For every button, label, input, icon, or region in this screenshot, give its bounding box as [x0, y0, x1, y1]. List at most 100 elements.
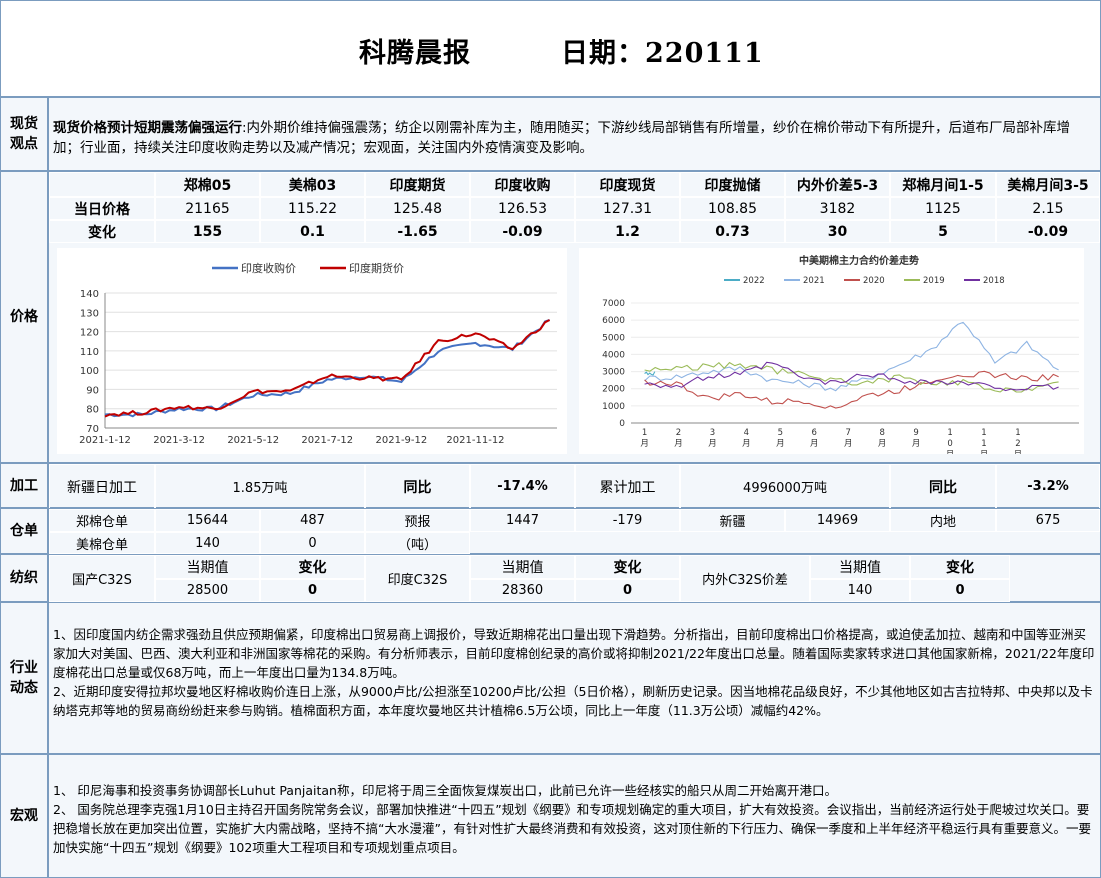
nd-warehouse-value: 675: [996, 509, 1100, 532]
x-tick-label: 2021-5-12: [227, 435, 279, 446]
india-price-chart: 印度收购价 印度期货价 70 80 90 100 110 120 130 140 2021-1-12…: [57, 248, 567, 454]
svg-text:月: 月: [980, 450, 989, 454]
x-tick-label: 2021-7-12: [301, 435, 353, 446]
textile-chg-label-3: 变化: [910, 555, 1010, 579]
y-tick-label: 2000: [602, 385, 625, 395]
svg-text:月: 月: [776, 439, 785, 449]
cn-us-spread-chart: 中美期棉主力合约价差走势 2022 2021 2020 2019 2018 0 1000 200…: [579, 248, 1084, 460]
svg-text:月: 月: [844, 439, 853, 449]
legend-label-2: 2020: [863, 276, 885, 286]
svg-text:月: 月: [810, 439, 819, 449]
xj-yoy-label: 同比: [365, 464, 470, 509]
section-label-textile: 纺织: [0, 554, 48, 602]
y-tick-label: 7000: [602, 299, 625, 309]
textile-chg-label-2: 变化: [575, 555, 680, 579]
svg-text:月: 月: [878, 439, 887, 449]
svg-text:月: 月: [708, 439, 717, 449]
y-tick-label: 70: [86, 424, 99, 435]
svg-text:3: 3: [710, 428, 715, 438]
series-line-0: [104, 319, 550, 418]
price-row-label-change: 变化: [49, 220, 155, 243]
zm-warehouse-value: 15644: [155, 509, 260, 532]
series-line-0: [644, 371, 656, 376]
price-col-header: 印度抛储: [680, 172, 785, 197]
mm-warehouse-change: 0: [260, 532, 365, 554]
textile-cur-label-1: 当期值: [155, 555, 260, 579]
y-tick-label: 80: [86, 405, 99, 416]
legend-label-1: 2021: [803, 276, 825, 286]
textile-chg-label-1: 变化: [260, 555, 365, 579]
price-panel: 郑棉05 21165 155 美棉03 115.22 0.1 印度期货 125.48 -1.65…: [48, 171, 1101, 463]
industry-panel: 1、因印度国内纺企需求强劲且供应预期偏紧，印度棉出口贸易商上调报价，导致近期棉花…: [48, 602, 1101, 754]
forecast-change: -179: [575, 509, 680, 532]
total-yoy-value: -3.2%: [996, 464, 1100, 509]
svg-text:1: 1: [981, 439, 986, 449]
price-col-header: 美棉月间3-5: [996, 172, 1100, 197]
series-line-3: [644, 361, 1059, 393]
spot-view-text: :内外期价维持偏强震荡；纺企以刚需补库为主，随用随买；下游纱线局部销售有所增量，…: [53, 120, 1071, 156]
forecast-value: 1447: [470, 509, 575, 532]
price-table-corner: [49, 172, 155, 197]
total-process-value: 4996000万吨: [680, 464, 890, 509]
legend-label-0: 印度收购价: [241, 261, 296, 275]
x-tick-label: 6月: [810, 428, 819, 449]
price-change-cell: -0.09: [996, 220, 1100, 243]
textile-value-spread: 140: [810, 579, 910, 602]
svg-text:月: 月: [640, 439, 649, 449]
price-current-cell: 126.53: [470, 197, 575, 220]
xj-process-label: 新疆日加工: [49, 464, 155, 509]
x-tick-label: 9月: [912, 428, 921, 449]
series-line-1: [104, 319, 551, 418]
svg-text:4: 4: [744, 428, 749, 438]
zm-warehouse-label: 郑棉仓单: [49, 509, 155, 532]
total-process-label: 累计加工: [575, 464, 680, 509]
spot-view-panel: 现货价格预计短期震荡偏强运行:内外期价维持偏强震荡；纺企以刚需补库为主，随用随买…: [48, 97, 1101, 171]
svg-text:1: 1: [642, 428, 647, 438]
price-change-cell: 0.73: [680, 220, 785, 243]
series-line-4: [644, 361, 1059, 392]
section-label-processing: 加工: [0, 463, 48, 508]
svg-text:月: 月: [1014, 450, 1023, 454]
price-row-label-current: 当日价格: [49, 197, 155, 220]
xj-warehouse-value: 14969: [785, 509, 890, 532]
industry-para-1: 1、因印度国内纺企需求强劲且供应预期偏紧，印度棉出口贸易商上调报价，导致近期棉花…: [53, 627, 1095, 680]
textile-change-domestic: 0: [260, 579, 365, 602]
mm-warehouse-value: 140: [155, 532, 260, 554]
x-tick-label: 8月: [878, 428, 887, 449]
section-label-spot: 现货观点: [0, 97, 48, 171]
svg-text:1: 1: [1015, 428, 1020, 438]
y-tick-label: 5000: [602, 333, 625, 343]
svg-text:2: 2: [1015, 439, 1020, 449]
section-label-warehouse: 仓单: [0, 508, 48, 554]
textile-panel: 国产C32S 当期值 变化 28500 0 印度C32S 当期值 变化 2836…: [48, 554, 1101, 602]
svg-text:5: 5: [778, 428, 783, 438]
macro-panel: 1、 印尼海事和投资事务协调部长Luhut Panjaitan称，印尼将于周三全…: [48, 754, 1101, 878]
x-tick-label: 2021-1-12: [79, 435, 131, 446]
report-date: 日期：220111: [561, 38, 764, 69]
nd-warehouse-label: 内地: [890, 509, 996, 532]
section-label-macro: 宏观: [0, 754, 48, 878]
price-current-cell: 115.22: [260, 197, 365, 220]
textile-change-spread: 0: [910, 579, 1010, 602]
series-line-2: [644, 370, 1059, 409]
svg-text:月: 月: [912, 439, 921, 449]
x-tick-label: 11月: [980, 428, 989, 460]
price-change-cell: 1.2: [575, 220, 680, 243]
svg-text:月: 月: [674, 439, 683, 449]
report-name: 科腾晨报: [359, 38, 471, 69]
price-col-header: 郑棉月间1-5: [890, 172, 996, 197]
price-change-cell: 30: [785, 220, 890, 243]
price-current-cell: 125.48: [365, 197, 470, 220]
svg-text:7: 7: [846, 428, 851, 438]
xj-warehouse-label: 新疆: [680, 509, 785, 532]
price-col-header: 印度期货: [365, 172, 470, 197]
industry-para-2: 2、近期印度安得拉邦坎曼地区籽棉收购价连日上涨，从9000卢比/公担涨至1020…: [53, 684, 1093, 718]
textile-cur-label-2: 当期值: [470, 555, 575, 579]
x-tick-label: 10月: [946, 428, 955, 460]
x-tick-label: 5月: [776, 428, 785, 449]
price-col-header: 印度收购: [470, 172, 575, 197]
y-tick-label: 90: [86, 385, 99, 396]
forecast-label: 预报: [365, 509, 470, 532]
textile-value-domestic: 28500: [155, 579, 260, 602]
